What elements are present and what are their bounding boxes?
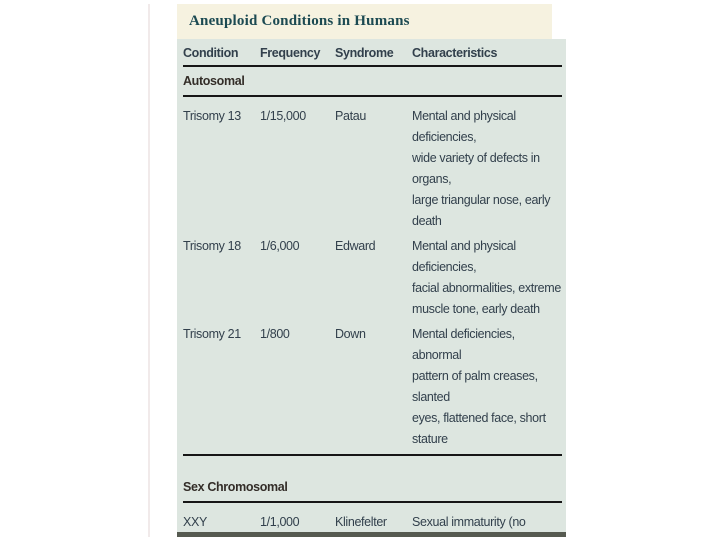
table-section: Autosomal Trisomy 13 1/15,000 Patau Ment… <box>183 67 562 450</box>
column-header-frequency: Frequency <box>260 46 321 60</box>
cell-frequency: 1/800 <box>260 327 290 341</box>
cell-frequency: 1/6,000 <box>260 239 300 253</box>
cell-condition: Trisomy 18 <box>183 239 241 253</box>
cell-condition: XXY <box>183 515 207 529</box>
cell-characteristics: Mental and physical deficiencies, facial… <box>412 239 561 316</box>
table-title-background: Aneuploid Conditions in Humans <box>177 4 552 39</box>
table-row: Trisomy 13 1/15,000 Patau Mental and phy… <box>183 106 562 232</box>
table-section: Sex Chromosomal XXY 1/1,000 (males) Klin… <box>183 454 562 537</box>
table-title-band: Aneuploid Conditions in Humans <box>177 4 566 39</box>
column-header-condition: Condition <box>183 46 239 60</box>
section-title: Autosomal <box>183 67 562 97</box>
cell-syndrome: Edward <box>335 239 376 253</box>
table-row: Trisomy 21 1/800 Down Mental deficiencie… <box>183 324 562 450</box>
table-header-row: Condition Frequency Syndrome Characteris… <box>183 39 562 67</box>
aneuploid-table-slide: Aneuploid Conditions in Humans Condition… <box>177 4 566 537</box>
table-bottom-border <box>177 532 566 537</box>
table-body-sections: Autosomal Trisomy 13 1/15,000 Patau Ment… <box>183 67 562 537</box>
column-header-characteristics: Characteristics <box>412 46 498 60</box>
section-title: Sex Chromosomal <box>183 456 562 503</box>
table-title: Aneuploid Conditions in Humans <box>189 13 410 29</box>
cell-condition: Trisomy 21 <box>183 327 241 341</box>
cell-syndrome: Klinefelter <box>335 515 387 529</box>
cell-syndrome: Down <box>335 327 366 341</box>
table-row: Trisomy 18 1/6,000 Edward Mental and phy… <box>183 236 562 320</box>
cell-condition: Trisomy 13 <box>183 109 241 123</box>
cell-syndrome: Patau <box>335 109 366 123</box>
cell-characteristics: Mental deficiencies, abnormal pattern of… <box>412 327 546 446</box>
table-body: Condition Frequency Syndrome Characteris… <box>177 39 566 537</box>
page-edge-divider <box>148 4 150 537</box>
section-rows: Trisomy 13 1/15,000 Patau Mental and phy… <box>183 97 562 450</box>
cell-frequency: 1/15,000 <box>260 109 306 123</box>
column-header-syndrome: Syndrome <box>335 46 394 60</box>
cell-characteristics: Mental and physical deficiencies, wide v… <box>412 109 551 228</box>
